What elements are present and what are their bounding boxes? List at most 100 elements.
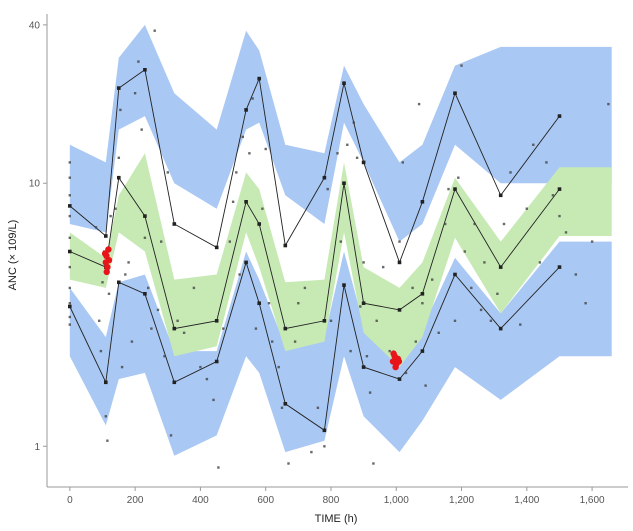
- series-marker: [453, 272, 457, 277]
- observation-point: [382, 265, 385, 269]
- series-marker: [143, 68, 147, 72]
- observation-point: [163, 355, 166, 358]
- observation-point: [303, 286, 307, 290]
- observation-point: [470, 286, 473, 290]
- observation-point: [133, 92, 137, 95]
- observation-point: [228, 240, 231, 243]
- observation-point: [109, 214, 112, 218]
- observation-point: [329, 319, 333, 322]
- observation-point: [336, 152, 339, 155]
- series-marker: [68, 204, 72, 208]
- observation-point: [359, 305, 362, 308]
- observation-point: [271, 340, 274, 343]
- observation-point: [153, 29, 156, 32]
- observation-point: [437, 331, 440, 334]
- observation-point: [398, 240, 401, 243]
- observation-point: [509, 171, 512, 174]
- observation-point: [169, 434, 173, 437]
- series-marker: [104, 234, 108, 238]
- lower-percentile-band: [69, 241, 612, 456]
- observation-point: [182, 331, 186, 334]
- observation-point: [538, 261, 542, 264]
- observation-point: [502, 222, 506, 226]
- x-tick-label: 1,000: [384, 495, 409, 506]
- observation-point: [519, 323, 522, 326]
- series-marker: [68, 249, 72, 254]
- series-marker: [453, 91, 457, 95]
- y-tick-label: 40: [29, 20, 41, 31]
- observation-point: [424, 384, 427, 387]
- observation-point: [525, 207, 528, 210]
- observation-point: [444, 222, 447, 226]
- observation-point: [584, 302, 587, 305]
- observation-point: [119, 108, 122, 112]
- series-marker: [214, 319, 219, 323]
- series-marker: [397, 377, 402, 381]
- series-marker: [361, 160, 366, 165]
- observation-point: [483, 261, 486, 264]
- series-marker: [117, 175, 121, 180]
- observation-point: [251, 97, 254, 100]
- observation-point: [323, 445, 326, 448]
- observation-point: [124, 273, 127, 276]
- series-marker: [342, 181, 346, 185]
- series-marker: [257, 301, 261, 305]
- observation-point: [404, 371, 408, 375]
- observation-point: [607, 102, 610, 106]
- observation-point: [212, 398, 215, 402]
- series-marker: [117, 86, 121, 90]
- series-marker: [322, 319, 327, 323]
- observation-point: [107, 292, 111, 295]
- prediction-interval-bands: [69, 24, 612, 456]
- series-marker: [361, 365, 366, 369]
- observation-point: [68, 302, 71, 305]
- observation-point: [143, 236, 147, 239]
- x-tick-label: 0: [67, 495, 73, 506]
- observation-point: [150, 327, 153, 330]
- observation-point: [160, 240, 163, 243]
- observation-point: [99, 349, 103, 353]
- highlight-point: [101, 250, 109, 257]
- x-tick-label: 400: [192, 495, 209, 506]
- observation-point: [235, 171, 238, 174]
- series-marker: [244, 108, 248, 112]
- observation-point: [68, 194, 71, 197]
- observation-point: [431, 278, 434, 281]
- series-marker: [361, 301, 366, 305]
- observation-point: [264, 147, 267, 151]
- observation-point: [414, 340, 417, 343]
- observation-point: [104, 415, 107, 418]
- x-tick-label: 1,200: [449, 495, 474, 506]
- observation-point: [453, 319, 457, 322]
- observation-point: [297, 302, 300, 305]
- highlight-point: [395, 358, 403, 365]
- observation-point: [277, 365, 280, 369]
- series-marker: [498, 193, 503, 198]
- observation-point: [457, 176, 460, 179]
- x-tick-label: 1,600: [580, 495, 605, 506]
- observation-point: [388, 349, 391, 353]
- series-marker: [342, 81, 346, 85]
- series-marker: [322, 428, 327, 433]
- observation-point: [368, 391, 372, 394]
- series-marker: [557, 114, 562, 118]
- series-marker: [283, 243, 288, 248]
- highlight-point: [392, 363, 399, 371]
- series-marker: [143, 292, 147, 296]
- observation-point: [447, 187, 450, 191]
- x-tick-label: 1,400: [514, 495, 539, 506]
- observation-point: [551, 194, 555, 197]
- observation-point: [248, 152, 251, 155]
- observation-point: [241, 135, 244, 139]
- series-marker: [397, 260, 402, 265]
- series-marker: [557, 187, 562, 191]
- observation-point: [238, 273, 241, 276]
- observation-point: [147, 286, 150, 290]
- series-marker: [283, 326, 288, 331]
- observation-point: [339, 240, 342, 243]
- series-marker: [342, 283, 346, 287]
- observation-point: [68, 323, 71, 326]
- highlight-point: [390, 350, 397, 357]
- series-marker: [214, 245, 219, 250]
